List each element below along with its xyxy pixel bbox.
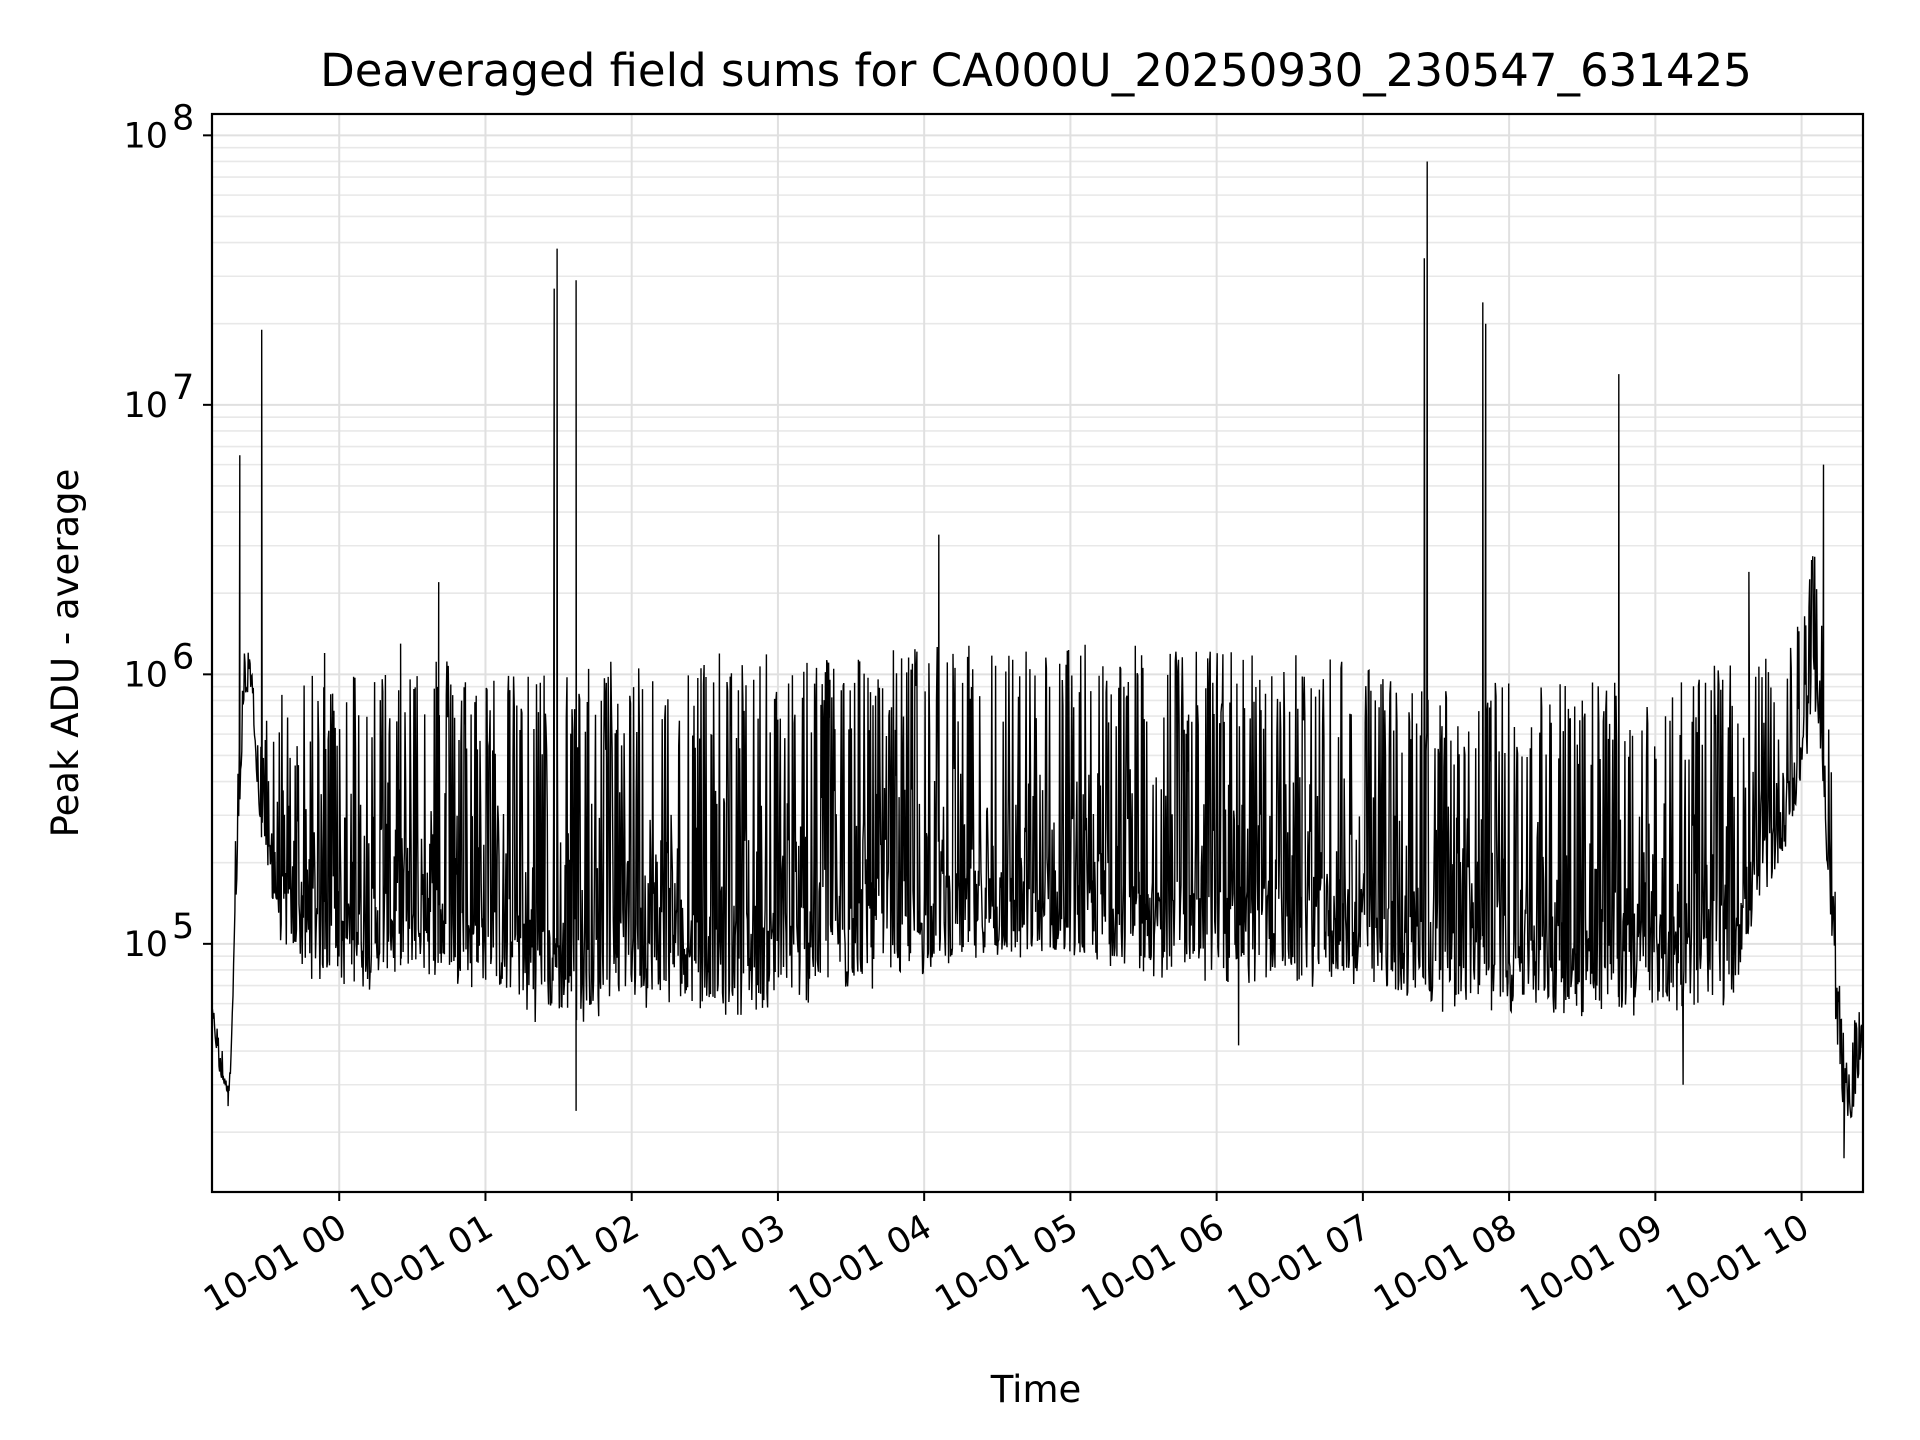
chart-title: Deaveraged field sums for CA000U_2025093… [320, 44, 1752, 97]
x-tick-label: 10-01 00 [197, 1207, 353, 1320]
x-tick-label: 10-01 07 [1221, 1207, 1377, 1320]
grid [212, 114, 1863, 1192]
y-tick-label: 10 [123, 116, 168, 156]
y-tick-label: 10 [123, 655, 168, 695]
x-tick-label: 10-01 09 [1514, 1207, 1670, 1320]
y-tick-exponent: 8 [172, 98, 194, 138]
x-tick-label: 10-01 03 [636, 1207, 792, 1320]
x-tick-label: 10-01 10 [1660, 1207, 1816, 1320]
x-tick-label: 10-01 06 [1075, 1207, 1231, 1320]
x-tick-label: 10-01 05 [929, 1207, 1085, 1320]
y-tick-exponent: 5 [172, 907, 194, 947]
x-tick-label: 10-01 08 [1367, 1207, 1523, 1320]
x-tick-label: 10-01 02 [490, 1207, 646, 1320]
y-tick-label: 10 [123, 925, 168, 965]
y-axis-title: Peak ADU - average [44, 469, 87, 838]
x-tick-label: 10-01 04 [782, 1207, 938, 1320]
y-tick-label: 10 [123, 386, 168, 426]
plot-frame [210, 112, 1865, 1194]
x-axis-title: Time [990, 1368, 1082, 1411]
y-tick-exponent: 6 [172, 637, 194, 677]
plot-area [211, 161, 1864, 1159]
x-tick-label: 10-01 01 [344, 1207, 500, 1320]
y-tick-exponent: 7 [172, 368, 194, 408]
series-line [211, 161, 1864, 1159]
